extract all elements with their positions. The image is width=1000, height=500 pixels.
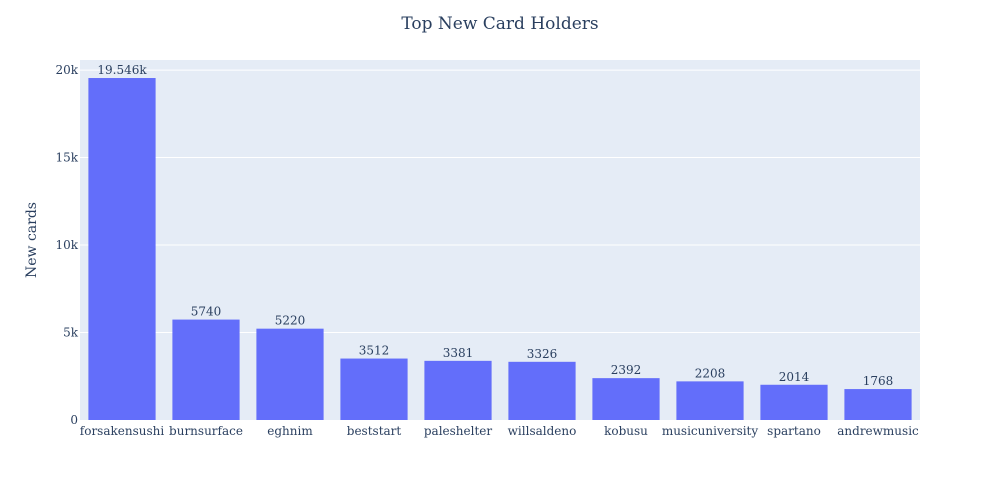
bar-andrewmusic <box>844 389 912 420</box>
data-label-eghnim: 5220 <box>275 314 306 328</box>
y-tick-label: 20k <box>55 63 78 77</box>
bar-spartano <box>760 384 828 420</box>
data-label-beststart: 3512 <box>359 344 390 358</box>
y-tick-label: 5k <box>63 326 79 340</box>
data-label-burnsurface: 5740 <box>191 305 222 319</box>
y-tick-label: 0 <box>70 413 78 427</box>
bar-beststart <box>340 358 408 420</box>
x-tick-label-andrewmusic: andrewmusic <box>837 424 919 438</box>
x-tick-label-paleshelter: paleshelter <box>424 424 493 438</box>
data-label-forsakensushi: 19.546k <box>97 63 147 77</box>
bar-forsakensushi <box>88 78 156 420</box>
x-tick-label-willsaldeno: willsaldeno <box>508 424 577 438</box>
bar-kobusu <box>592 378 660 420</box>
x-tick-label-spartano: spartano <box>767 424 821 438</box>
y-tick-labels: 0 5k 10k 15k 20k <box>55 63 78 427</box>
x-tick-label-eghnim: eghnim <box>267 424 313 438</box>
x-tick-labels: forsakensushi burnsurface eghnim beststart p… <box>80 424 919 438</box>
bar-willsaldeno <box>508 361 576 420</box>
data-labels: 19.546k 5740 5220 3512 3381 3326 2392 2208 2014 1… <box>97 63 893 388</box>
bars <box>88 78 912 420</box>
data-label-spartano: 2014 <box>779 370 810 384</box>
bar-burnsurface <box>172 319 240 420</box>
data-label-willsaldeno: 3326 <box>527 347 558 361</box>
data-label-kobusu: 2392 <box>611 363 642 377</box>
y-tick-label: 10k <box>55 238 78 252</box>
x-tick-label-kobusu: kobusu <box>604 424 648 438</box>
data-label-paleshelter: 3381 <box>443 346 474 360</box>
y-tick-label: 15k <box>55 151 78 165</box>
bar-eghnim <box>256 328 324 420</box>
chart-title: Top New Card Holders <box>401 14 599 34</box>
x-tick-label-beststart: beststart <box>347 424 402 438</box>
x-tick-label-musicuniversity: musicuniversity <box>662 424 759 438</box>
x-tick-label-burnsurface: burnsurface <box>169 424 243 438</box>
data-label-musicuniversity: 2208 <box>695 366 726 380</box>
data-label-andrewmusic: 1768 <box>863 374 894 388</box>
bar-paleshelter <box>424 360 492 420</box>
bar-musicuniversity <box>676 381 744 420</box>
x-tick-label-forsakensushi: forsakensushi <box>80 424 165 438</box>
